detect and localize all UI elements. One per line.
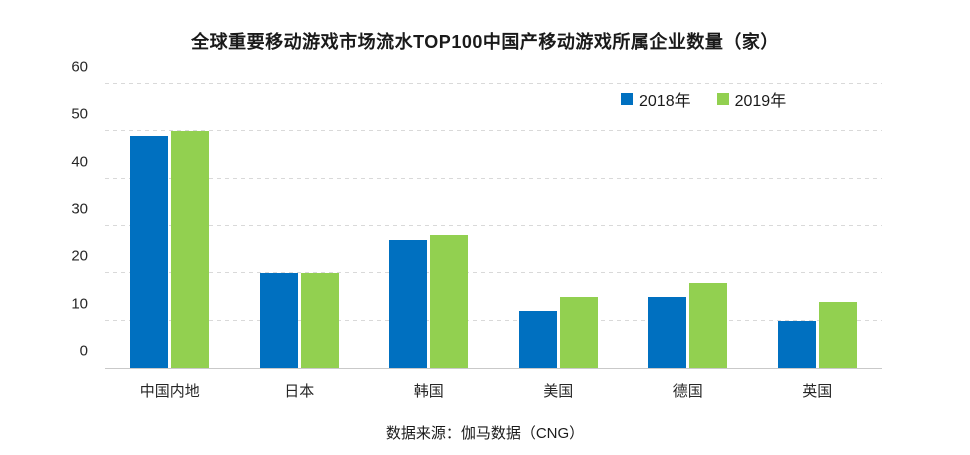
y-axis-tick-label-40: 40 [71,153,88,171]
gridline-30 [105,225,882,226]
bar-group-2: 日本 [235,84,365,400]
bar-2019年-中国内地 [171,131,210,368]
x-axis-label-中国内地: 中国内地 [139,383,200,400]
gridline-10 [105,319,882,321]
plot-area: 0 10 20 30 40 50 60 中国内地 日本 韩国 美国 德国 英国 2018年 2019年 [71,59,883,400]
gridline-40 [105,177,882,179]
bar-2018年-德国 [648,297,687,368]
legend-swatch-icon [716,93,729,105]
legend-swatch-icon [621,93,633,105]
bar-2018年-日本 [259,273,298,368]
x-axis-label-日本: 日本 [284,383,315,400]
bar-group-3: 韩国 [364,84,494,400]
y-axis-tick-label-60: 60 [71,58,88,76]
x-axis-line [105,368,882,369]
data-source-note: 数据来源：伽马数据（CNG） [385,425,585,442]
gridline-60 [105,83,882,84]
legend-label: 2019年 [734,93,787,110]
y-axis-tick-label-30: 30 [71,200,88,218]
bar-group-1: 中国内地 [105,84,235,400]
legend-item-2018年: 2018年 [621,87,691,111]
y-axis-tick-label-0: 0 [79,342,88,360]
bar-2018年-英国 [777,320,816,368]
x-axis-label-韩国: 韩国 [413,383,444,400]
legend-label: 2018年 [639,93,691,110]
bar-2019年-日本 [300,273,339,368]
gridline-50 [105,130,882,132]
chart-title: 全球重要移动游戏市场流水TOP100中国产移动游戏所属企业数量（家） [191,32,779,52]
bar-group-4: 美国 [494,84,624,400]
x-axis-label-英国: 英国 [802,383,833,400]
legend: 2018年 2019年 [617,87,791,111]
x-axis-label-德国: 德国 [672,383,703,400]
x-axis-label-美国: 美国 [543,383,574,400]
bar-2019年-德国 [689,282,728,368]
y-axis-tick-label-50: 50 [71,105,88,123]
y-axis-tick-label-10: 10 [71,295,88,313]
legend-item-2019年: 2019年 [716,87,787,111]
bar-2019年-美国 [559,297,598,368]
y-axis-tick-label-20: 20 [71,247,88,265]
bar-group-5: 德国 [623,84,753,400]
bar-group-6: 英国 [753,84,883,400]
bar-2019年-英国 [818,301,857,368]
bar-2019年-韩国 [430,235,469,368]
bar-series-area: 中国内地 日本 韩国 美国 德国 英国 [105,84,883,400]
bar-2018年-韩国 [389,240,428,368]
bar-2018年-美国 [518,311,557,368]
gridline-20 [105,272,882,274]
bar-2018年-中国内地 [130,136,169,368]
